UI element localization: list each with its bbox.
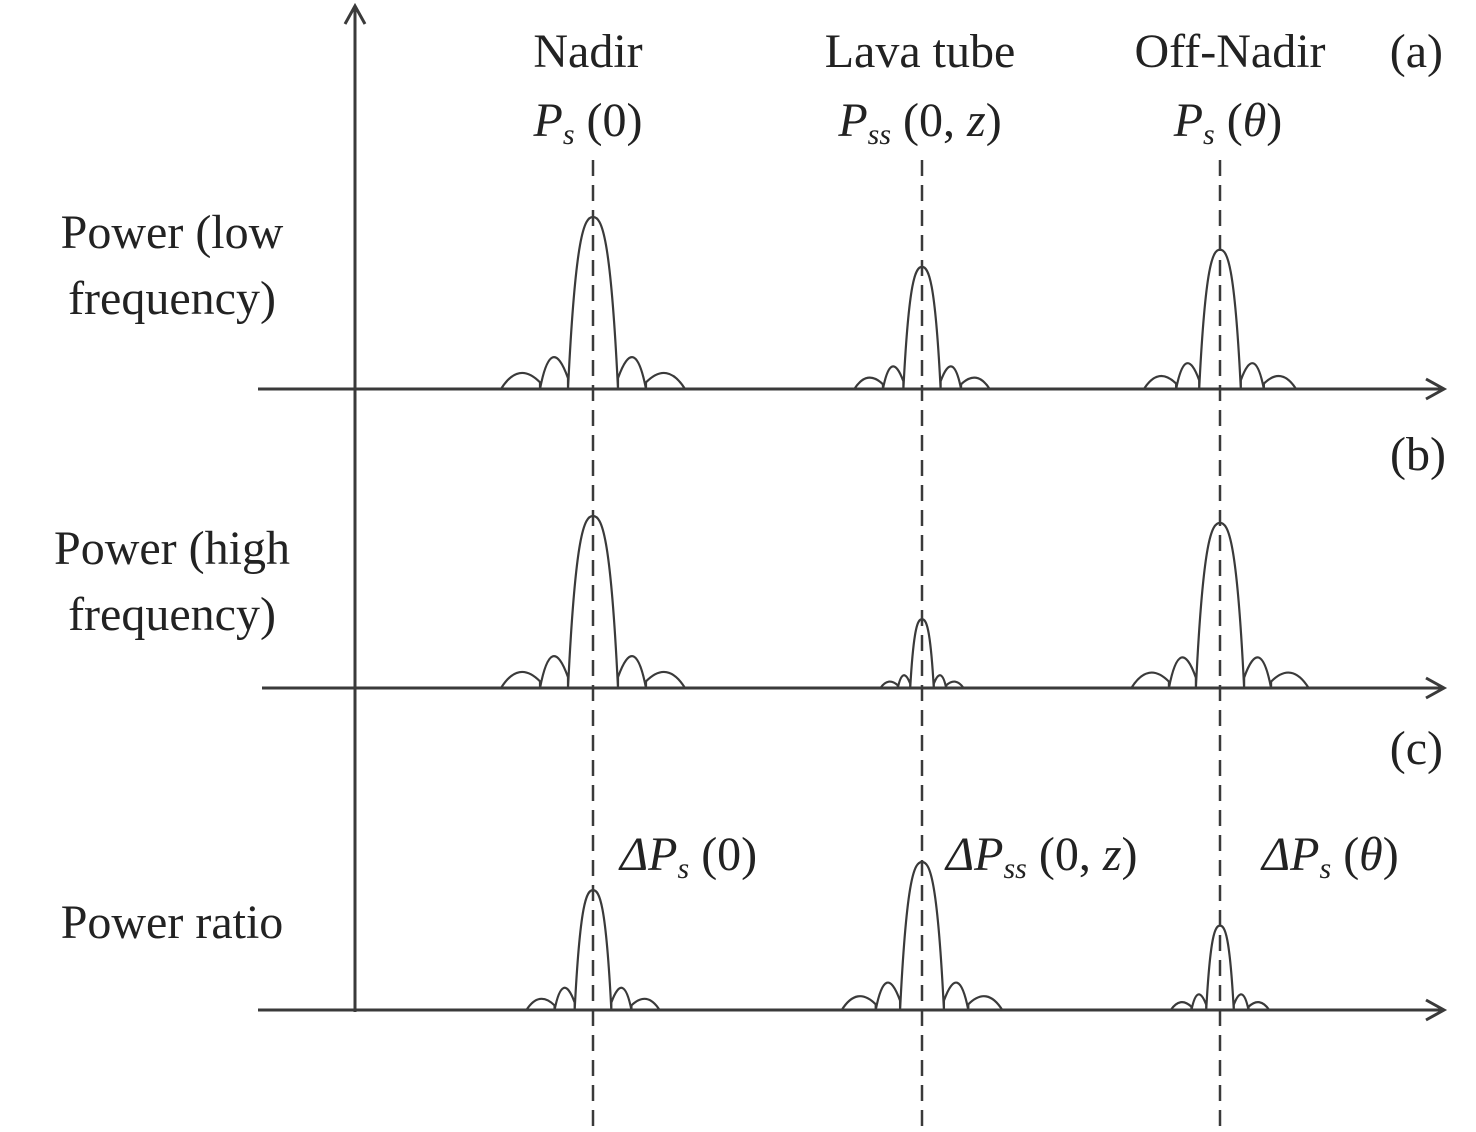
panel-b-label-line-1: Power (high	[54, 522, 290, 575]
pulse-c-lava-tube	[840, 860, 1004, 1012]
column-name-lava-tube: Lava tube	[825, 25, 1016, 78]
column-symbol-lava-tube: Pss (0, z)	[837, 94, 1001, 151]
panel-b-label-line-2: frequency)	[68, 588, 276, 641]
panel-tag-b: (b)	[1390, 428, 1446, 481]
pulse-c-nadir	[525, 889, 661, 1012]
pulse-b-nadir	[500, 514, 686, 690]
pulse-b-lava-tube	[879, 618, 965, 690]
panel-tag-a: (a)	[1390, 25, 1443, 78]
column-name-off-nadir: Off-Nadir	[1134, 25, 1325, 78]
column-symbol-off-nadir: Ps (θ)	[1173, 94, 1283, 151]
pulse-c-off-nadir	[1169, 924, 1271, 1012]
panel-a-label-line-2: frequency)	[68, 272, 276, 325]
peak-label-nadir: ΔPs (0)	[618, 828, 757, 885]
pulse-a-nadir	[500, 215, 686, 391]
peak-label-lava-tube: ΔPss (0, z)	[944, 828, 1138, 885]
panel-tag-c: (c)	[1390, 722, 1443, 775]
signal-curves	[500, 215, 1310, 1012]
peak-label-off-nadir: ΔPs (θ)	[1260, 828, 1399, 885]
column-symbol-nadir: Ps (0)	[533, 94, 643, 151]
panel-a-label-line-1: Power (low	[61, 206, 284, 259]
panel-c-label-line-1: Power ratio	[61, 896, 284, 949]
pulse-a-off-nadir	[1143, 248, 1297, 391]
column-name-nadir: Nadir	[533, 25, 642, 78]
pulse-b-off-nadir	[1130, 521, 1310, 690]
pulse-a-lava-tube	[853, 265, 991, 391]
